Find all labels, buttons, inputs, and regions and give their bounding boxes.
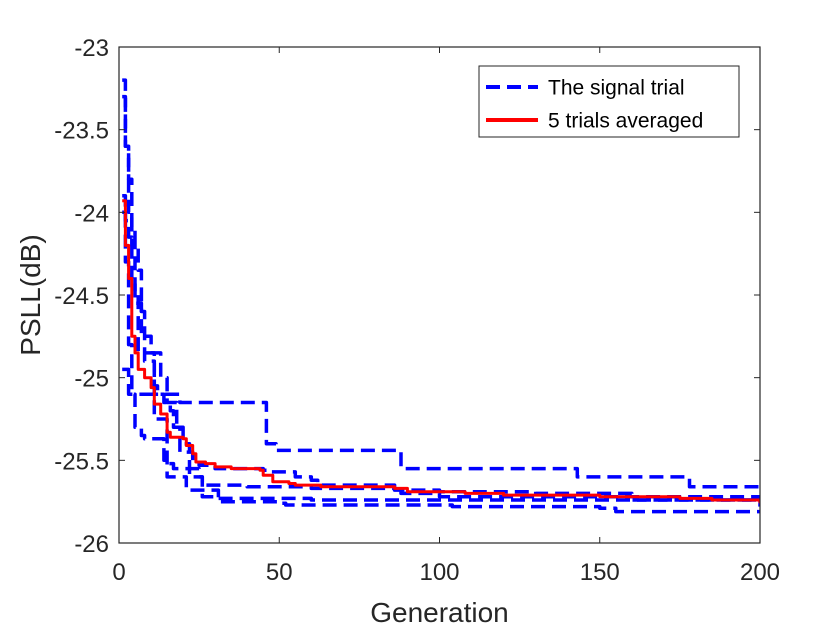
legend-average-label: 5 trials averaged — [548, 110, 703, 133]
tick-layer: 0 50 100 150 200 -23 -23.5 -24 -24.5 -25 -25.5 -26 — [54, 35, 780, 586]
legend-box — [478, 65, 740, 138]
trial-line-4 — [122, 367, 760, 514]
x-tick-label: 0 — [112, 559, 125, 586]
average-line — [122, 199, 760, 504]
y-axis-title: PSLL(dB) — [15, 234, 46, 355]
legend-trial-label: The signal trial — [548, 77, 685, 100]
y-tick-label: -23 — [74, 35, 109, 62]
x-tick-label: 50 — [266, 559, 293, 586]
y-tick-label: -25.5 — [54, 448, 109, 475]
y-tick-label: -24 — [74, 200, 109, 227]
trial-line-3 — [122, 194, 760, 502]
x-tick-label: 200 — [740, 559, 780, 586]
series-layer — [122, 78, 760, 514]
legend: The signal trial 5 trials averaged — [478, 65, 740, 138]
y-tick-label: -25 — [74, 366, 109, 393]
x-tick-label: 150 — [580, 559, 620, 586]
y-tick-label: -26 — [74, 531, 109, 558]
y-tick-label: -24.5 — [54, 283, 109, 310]
x-axis-title: Generation — [370, 597, 509, 628]
y-tick-label: -23.5 — [54, 118, 109, 145]
trial-line-1 — [122, 94, 760, 502]
x-tick-label: 100 — [419, 559, 459, 586]
